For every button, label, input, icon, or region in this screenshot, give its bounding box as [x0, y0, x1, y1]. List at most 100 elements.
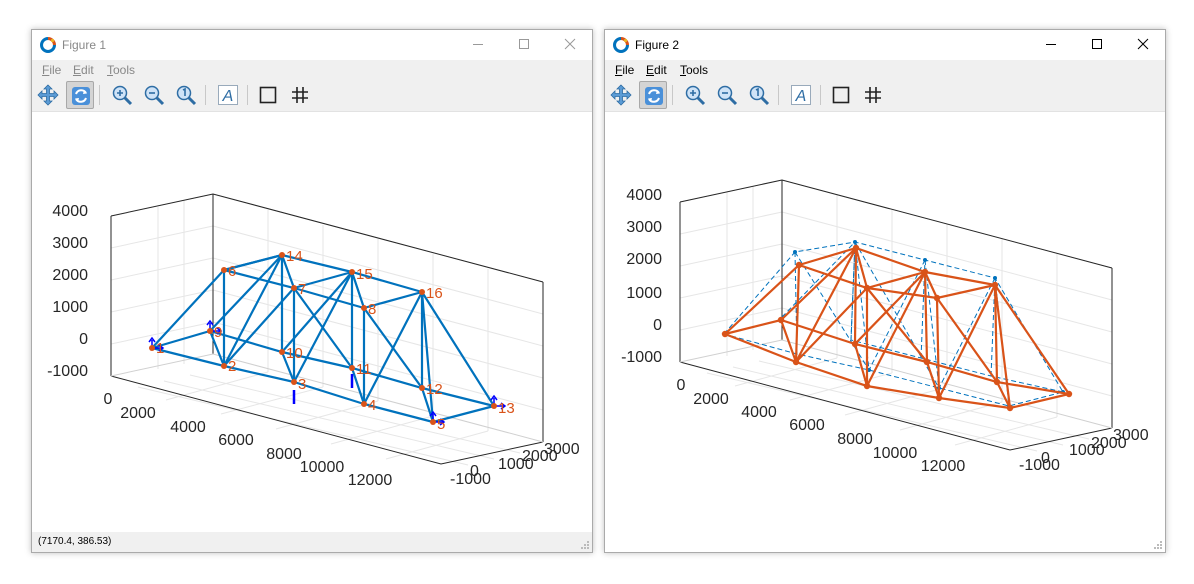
insert-text-button[interactable]: A — [787, 81, 815, 109]
x-tick-label: 0 — [677, 377, 686, 394]
axes-box — [110, 193, 544, 465]
x-tick-label: 12000 — [921, 458, 966, 475]
toolbar: A — [605, 79, 1165, 112]
y-tick-label: 1000 — [1069, 442, 1105, 459]
svg-text:A: A — [222, 88, 234, 105]
original-shape — [723, 240, 1064, 407]
rotate-button[interactable] — [66, 81, 94, 109]
node-label: 1 — [156, 340, 164, 357]
node-label: 5 — [437, 416, 445, 433]
cursor-coordinates: (7170.4, 386.53) — [38, 536, 112, 547]
y-tick-label: 0 — [470, 463, 479, 480]
app-logo-icon — [40, 37, 56, 53]
z-tick-label: 3000 — [626, 219, 662, 236]
axes-grid — [679, 179, 1113, 452]
x-tick-label: 0 — [104, 391, 113, 408]
box-toggle-button[interactable] — [827, 81, 855, 109]
axes-canvas[interactable]: 4000 3000 2000 1000 0 -1000 0 2000 4000 … — [605, 112, 1165, 552]
title-bar[interactable]: Figure 2 — [605, 30, 1165, 60]
app-logo-icon — [613, 37, 629, 53]
zoom-in-button[interactable] — [108, 81, 136, 109]
grid-toggle-button[interactable] — [286, 81, 314, 109]
window-title: Figure 2 — [635, 38, 680, 52]
node-label: 16 — [426, 285, 443, 302]
node-label: 15 — [356, 266, 373, 283]
grid-icon — [292, 87, 308, 103]
pan-icon — [37, 84, 59, 106]
z-tick-label: -1000 — [621, 349, 662, 366]
toolbar-separator — [672, 85, 673, 105]
axes-canvas[interactable]: 4000 3000 2000 1000 0 -1000 0 2000 4000 … — [32, 112, 592, 532]
zoom-reset-button[interactable] — [745, 81, 773, 109]
y-tick-label: 0 — [1041, 450, 1050, 467]
zoom-out-button[interactable] — [713, 81, 741, 109]
z-tick-label: 1000 — [52, 299, 88, 316]
node-label: 6 — [228, 263, 236, 280]
support-markers — [148, 319, 507, 426]
maximize-button[interactable] — [502, 30, 548, 60]
menu-edit[interactable]: Edit — [646, 63, 667, 77]
grid-toggle-button[interactable] — [859, 81, 887, 109]
truss-nodes — [149, 252, 497, 425]
zoom-in-button[interactable] — [681, 81, 709, 109]
menu-tools[interactable]: Tools — [107, 63, 136, 77]
status-bar: (7170.4, 386.53) — [32, 532, 592, 552]
x-tick-label: 10000 — [300, 459, 345, 476]
window-title: Figure 1 — [62, 38, 107, 52]
rotate-button[interactable] — [639, 81, 667, 109]
menu-file[interactable]: File — [42, 63, 62, 77]
x-tick-labels: 0 2000 4000 6000 8000 10000 12000 — [677, 377, 966, 475]
menu-file[interactable]: File — [615, 63, 635, 77]
node-label: 12 — [426, 381, 443, 398]
insert-text-button[interactable]: A — [214, 81, 242, 109]
box-icon — [259, 86, 277, 104]
x-tick-label: 12000 — [348, 472, 393, 489]
x-tick-labels: 0 2000 4000 6000 8000 10000 12000 — [104, 391, 393, 489]
pan-button[interactable] — [607, 81, 635, 109]
z-tick-labels: 4000 3000 2000 1000 0 -1000 — [47, 203, 88, 380]
x-tick-label: 2000 — [120, 405, 156, 422]
close-icon — [564, 38, 576, 50]
resize-grip-icon[interactable] — [580, 540, 590, 550]
box-icon — [832, 86, 850, 104]
svg-text:A: A — [795, 88, 807, 105]
toolbar-separator — [99, 85, 100, 105]
x-tick-label: 6000 — [218, 432, 254, 449]
node-label: 11 — [356, 361, 372, 378]
z-tick-label: 2000 — [52, 267, 88, 284]
node-label: 10 — [286, 345, 303, 362]
zoom-reset-button[interactable] — [172, 81, 200, 109]
text-icon: A — [218, 85, 238, 105]
title-bar[interactable]: Figure 1 — [32, 30, 592, 60]
zoom-out-icon — [144, 85, 165, 106]
box-toggle-button[interactable] — [254, 81, 282, 109]
z-tick-label: 4000 — [626, 187, 662, 204]
z-tick-label: 0 — [79, 331, 88, 348]
y-tick-label: -1000 — [1019, 457, 1060, 474]
minimize-button[interactable] — [1029, 30, 1075, 60]
minimize-icon — [1046, 44, 1056, 45]
z-tick-label: -1000 — [47, 363, 88, 380]
toolbar: A — [32, 79, 592, 112]
close-button[interactable] — [548, 30, 594, 60]
node-label: 8 — [368, 301, 376, 318]
node-label: 4 — [368, 397, 376, 414]
menu-edit[interactable]: Edit — [73, 63, 94, 77]
zoom-out-icon — [717, 85, 738, 106]
minimize-button[interactable] — [456, 30, 502, 60]
y-tick-label: 3000 — [1113, 427, 1149, 444]
menu-tools[interactable]: Tools — [680, 63, 709, 77]
zoom-out-button[interactable] — [140, 81, 168, 109]
rotate-icon — [72, 87, 90, 105]
node-label: 7 — [298, 281, 306, 298]
resize-grip-icon[interactable] — [1153, 540, 1163, 550]
toolbar-separator — [820, 85, 821, 105]
toolbar-separator — [205, 85, 206, 105]
pan-button[interactable] — [34, 81, 62, 109]
node-labels: 1 2 3 4 5 6 7 8 9 10 11 12 13 14 15 16 — [156, 248, 515, 433]
x-tick-label: 8000 — [266, 446, 302, 463]
x-tick-label: 4000 — [170, 419, 206, 436]
maximize-button[interactable] — [1075, 30, 1121, 60]
x-tick-label: 6000 — [789, 417, 825, 434]
close-button[interactable] — [1121, 30, 1167, 60]
